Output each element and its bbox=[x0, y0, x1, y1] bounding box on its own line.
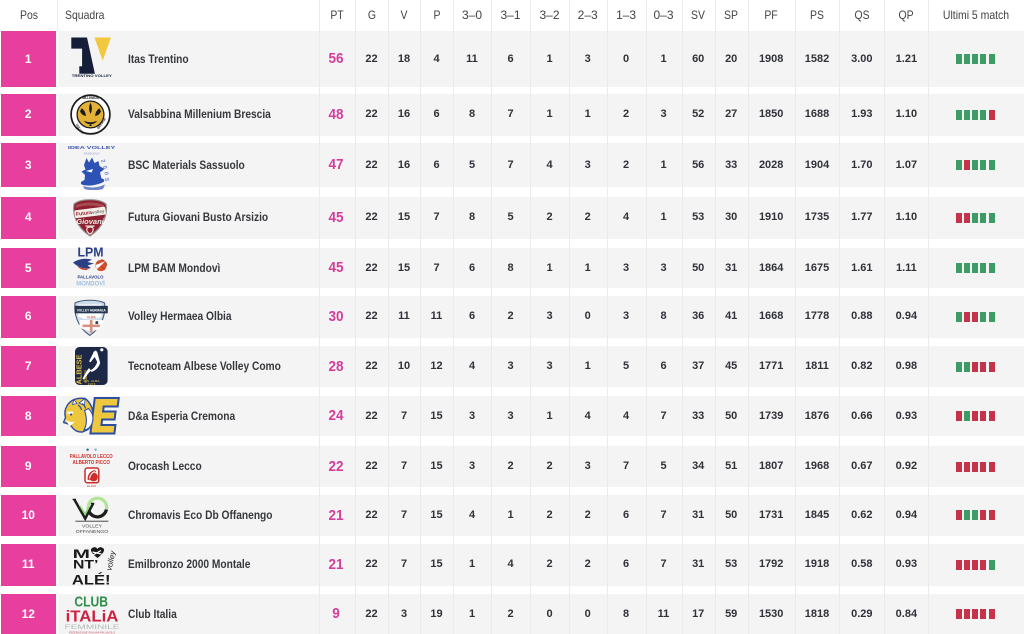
svg-text:MONDOVÌ: MONDOVÌ bbox=[76, 280, 105, 288]
svg-text:1974: 1974 bbox=[88, 382, 97, 386]
svg-text:MILLENIUM: MILLENIUM bbox=[82, 96, 99, 100]
svg-text:LPM: LPM bbox=[78, 247, 104, 260]
svg-text:5: 5 bbox=[103, 178, 109, 181]
svg-text:VOLLEY: VOLLEY bbox=[82, 524, 102, 529]
svg-text:SASSUOLO: SASSUOLO bbox=[84, 152, 100, 156]
svg-text:iTALiA: iTALiA bbox=[66, 608, 119, 625]
svg-text:0: 0 bbox=[103, 172, 109, 176]
svg-text:IDEA VOLLEY: IDEA VOLLEY bbox=[68, 145, 116, 150]
svg-text:FEMMINILE: FEMMINILE bbox=[65, 624, 120, 631]
svg-text:ALÉ!: ALÉ! bbox=[72, 572, 111, 587]
svg-text:PALLAVOLO LECCO: PALLAVOLO LECCO bbox=[70, 454, 113, 460]
svg-text:Giovani: Giovani bbox=[76, 217, 104, 226]
svg-text:dal 1931: dal 1931 bbox=[87, 485, 97, 488]
svg-text:0: 0 bbox=[101, 165, 107, 169]
svg-text:OLBIA: OLBIA bbox=[87, 316, 97, 320]
svg-text:VOLLEY: VOLLEY bbox=[74, 123, 84, 135]
svg-text:OFFANENGO: OFFANENGO bbox=[76, 529, 109, 534]
svg-text:ALBESE: ALBESE bbox=[75, 354, 84, 384]
svg-text:C.S. ALBA: C.S. ALBA bbox=[84, 379, 100, 383]
svg-text:BRESCIA: BRESCIA bbox=[96, 117, 107, 130]
svg-text:PALLAVOLO: PALLAVOLO bbox=[78, 274, 104, 280]
svg-text:ALBERTO PICCO: ALBERTO PICCO bbox=[73, 460, 110, 466]
svg-text:FEDERAZIONE ITALIANA PALLAVOLO: FEDERAZIONE ITALIANA PALLAVOLO bbox=[69, 632, 115, 634]
svg-text:Futuravolley: Futuravolley bbox=[76, 208, 106, 218]
svg-text:TRENTINO VOLLEY: TRENTINO VOLLEY bbox=[72, 74, 112, 78]
svg-text:NT’: NT’ bbox=[73, 558, 98, 572]
svg-text:M: M bbox=[73, 547, 90, 561]
svg-text:volley: volley bbox=[104, 549, 116, 571]
svg-text:CLUB: CLUB bbox=[74, 594, 108, 611]
svg-text:VOLLEY HERMAEA: VOLLEY HERMAEA bbox=[77, 307, 106, 312]
svg-text:2: 2 bbox=[99, 159, 106, 164]
